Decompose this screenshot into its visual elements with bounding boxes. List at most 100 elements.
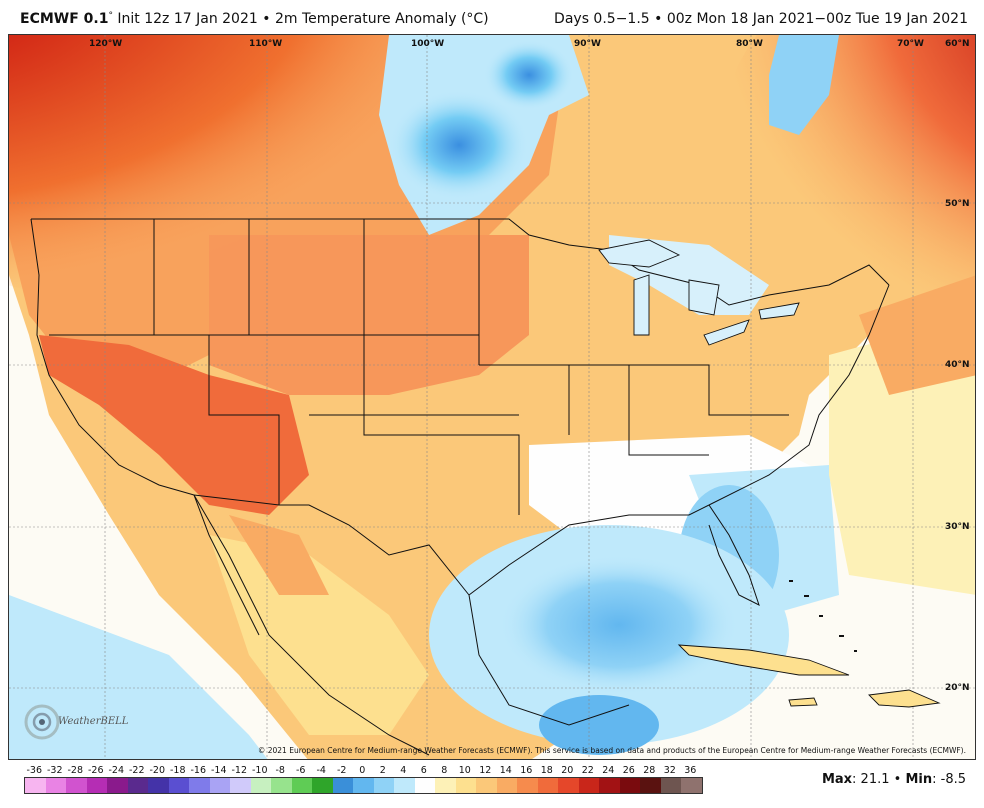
colorbar-tick-label: -28 [67, 765, 84, 776]
great-lakes [598, 239, 800, 346]
colorbar-cell [45, 778, 66, 793]
northwest-hot-core [9, 35, 499, 305]
lon-label-100w: 100°W [411, 39, 445, 49]
colorbar-cell [558, 778, 579, 793]
colorbar-tick-label: 24 [602, 765, 615, 776]
degree-symbol: ° [108, 11, 113, 21]
colorbar-tick-label: -4 [316, 765, 326, 776]
colorbar-cell [353, 778, 374, 793]
colorbar-tick-label: -32 [46, 765, 63, 776]
colorbar-cell [435, 778, 456, 793]
weatherbell-logo: WeatherBELL [22, 698, 128, 746]
colorbar-cell [681, 778, 702, 793]
min-label: Min [905, 772, 933, 787]
cuba [677, 644, 850, 676]
min-value: : -8.5 [932, 772, 966, 787]
colorbar-tick-label: -2 [337, 765, 347, 776]
lon-label-110w: 110°W [249, 39, 283, 49]
baja-warm [229, 515, 329, 595]
colorbar-tick-label: 26 [622, 765, 635, 776]
hispaniola [868, 689, 941, 708]
colorbar-cell [640, 778, 661, 793]
title-left: ECMWF 0.1° Init 12z 17 Jan 2021 • 2m Tem… [20, 11, 489, 27]
colorbar-cell [209, 778, 230, 793]
colorbar-tick-label: -14 [210, 765, 227, 776]
yucatan-cool [539, 695, 659, 755]
colorbar-tick-label: 32 [663, 765, 676, 776]
colorbar-tick-label: -6 [296, 765, 306, 776]
copyright-notice: © 2021 European Centre for Medium-range … [257, 746, 966, 755]
colorbar-tick-label: -12 [231, 765, 248, 776]
bahamas [789, 580, 857, 652]
init-time: Init 12z 17 Jan 2021 [117, 11, 258, 27]
colorbar-tick-label: -26 [87, 765, 104, 776]
max-min-stats: Max: 21.1 • Min: -8.5 [822, 772, 966, 787]
colorbar-tick-label: 20 [561, 765, 574, 776]
colorbar-cell [599, 778, 620, 793]
lon-label-60n: 60°N [945, 39, 970, 49]
colorbar-cell [291, 778, 312, 793]
lake-huron [688, 279, 720, 316]
lon-label-120w: 120°W [89, 39, 123, 49]
colorbar [24, 777, 703, 794]
max-label: Max [821, 772, 853, 787]
colorbar-tick-label: -16 [190, 765, 207, 776]
colorbar-tick-label: 6 [420, 765, 427, 776]
prairie-cool-core [389, 90, 529, 200]
manitoba-cool-core [484, 40, 574, 110]
map-panel: 120°W 110°W 100°W 90°W 80°W 70°W 60°N 50… [8, 34, 976, 760]
bullet: • [262, 11, 271, 27]
colorbar-tick-label: -36 [26, 765, 43, 776]
pacific-cool [9, 595, 268, 759]
colorbar-tick-label: -10 [251, 765, 268, 776]
southwest-warm-anomaly [39, 335, 309, 515]
hurricane-icon [24, 704, 60, 740]
colorbar-cell [619, 778, 640, 793]
political-borders [30, 218, 890, 756]
colorbar-cell [189, 778, 210, 793]
lake-erie [703, 319, 750, 346]
colorbar-cell [250, 778, 271, 793]
colorbar-cell [394, 778, 415, 793]
colorbar-tick-label: -18 [169, 765, 186, 776]
lat-label-30n: 30°N [945, 522, 970, 532]
colorbar-tick-label: 28 [643, 765, 656, 776]
caribbean-islands [677, 644, 941, 708]
colorbar-cell [230, 778, 251, 793]
lon-label-90w: 90°W [574, 39, 601, 49]
colorbar-cell [537, 778, 558, 793]
atlantic-warm [829, 315, 975, 595]
colorbar-tick-label: 10 [458, 765, 471, 776]
colorbar-tick-label: 16 [520, 765, 533, 776]
max-value: : 21.1 [852, 772, 890, 787]
lat-label-40n: 40°N [945, 360, 970, 370]
lake-michigan [633, 274, 650, 336]
colorbar-cell [312, 778, 333, 793]
colorbar-cell [496, 778, 517, 793]
colorbar-cell [660, 778, 681, 793]
colorbar-cell [455, 778, 476, 793]
colorbar-tick-label: 22 [581, 765, 594, 776]
lon-label-70w: 70°W [897, 39, 924, 49]
colorbar-cell [25, 778, 46, 793]
lake-superior [598, 239, 681, 268]
valid-time: Days 0.5−1.5 • 00z Mon 18 Jan 2021−00z T… [554, 11, 968, 27]
colorbar-cell [271, 778, 292, 793]
colorbar-cell [86, 778, 107, 793]
anomaly-map [9, 35, 975, 759]
colorbar-cell [517, 778, 538, 793]
model-name: ECMWF 0.1 [20, 11, 109, 27]
colorbar-tick-label: 8 [441, 765, 448, 776]
colorbar-tick-label: 36 [684, 765, 697, 776]
colorbar-cell [332, 778, 353, 793]
colorbar-tick-label: 14 [499, 765, 512, 776]
colorbar-cell [148, 778, 169, 793]
stats-separator: • [889, 772, 906, 787]
colorbar-cell [578, 778, 599, 793]
colorbar-cell [168, 778, 189, 793]
colorbar-tick-label: 0 [359, 765, 366, 776]
colorbar-cell [107, 778, 128, 793]
field-name: 2m Temperature Anomaly (°C) [274, 11, 489, 27]
colorbar-tick-label: -24 [108, 765, 125, 776]
colorbar-tick-label: 2 [379, 765, 386, 776]
